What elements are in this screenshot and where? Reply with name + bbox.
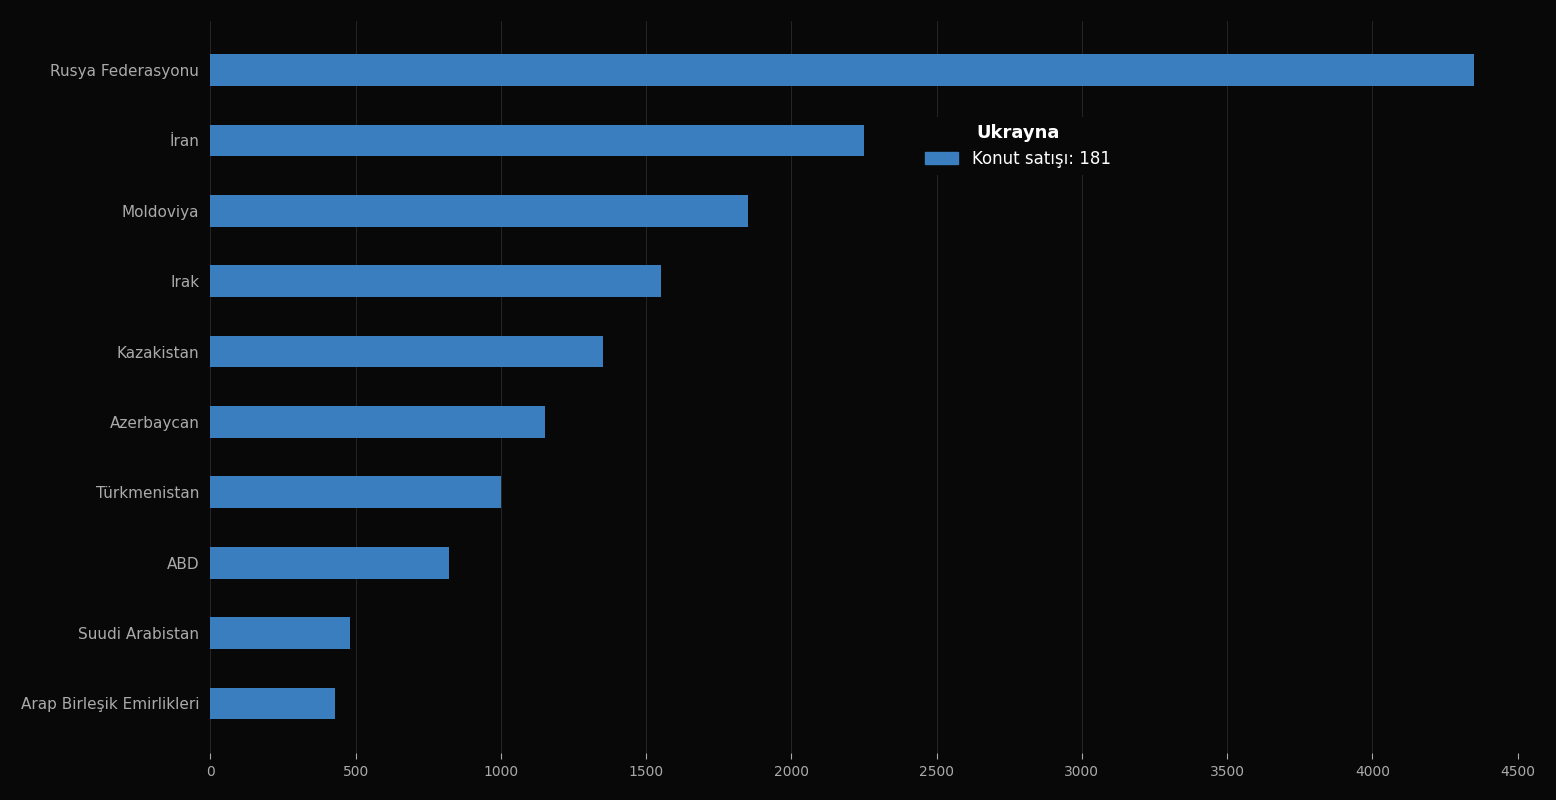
Bar xyxy=(210,336,602,367)
Bar xyxy=(210,687,336,719)
Bar xyxy=(210,266,661,297)
Bar xyxy=(210,547,448,578)
Bar xyxy=(210,54,1474,86)
Bar xyxy=(210,618,350,649)
Bar xyxy=(210,477,501,508)
Legend: Konut satışı: 181: Konut satışı: 181 xyxy=(918,117,1117,174)
Bar xyxy=(210,195,748,226)
Bar xyxy=(210,406,545,438)
Bar xyxy=(210,125,864,156)
